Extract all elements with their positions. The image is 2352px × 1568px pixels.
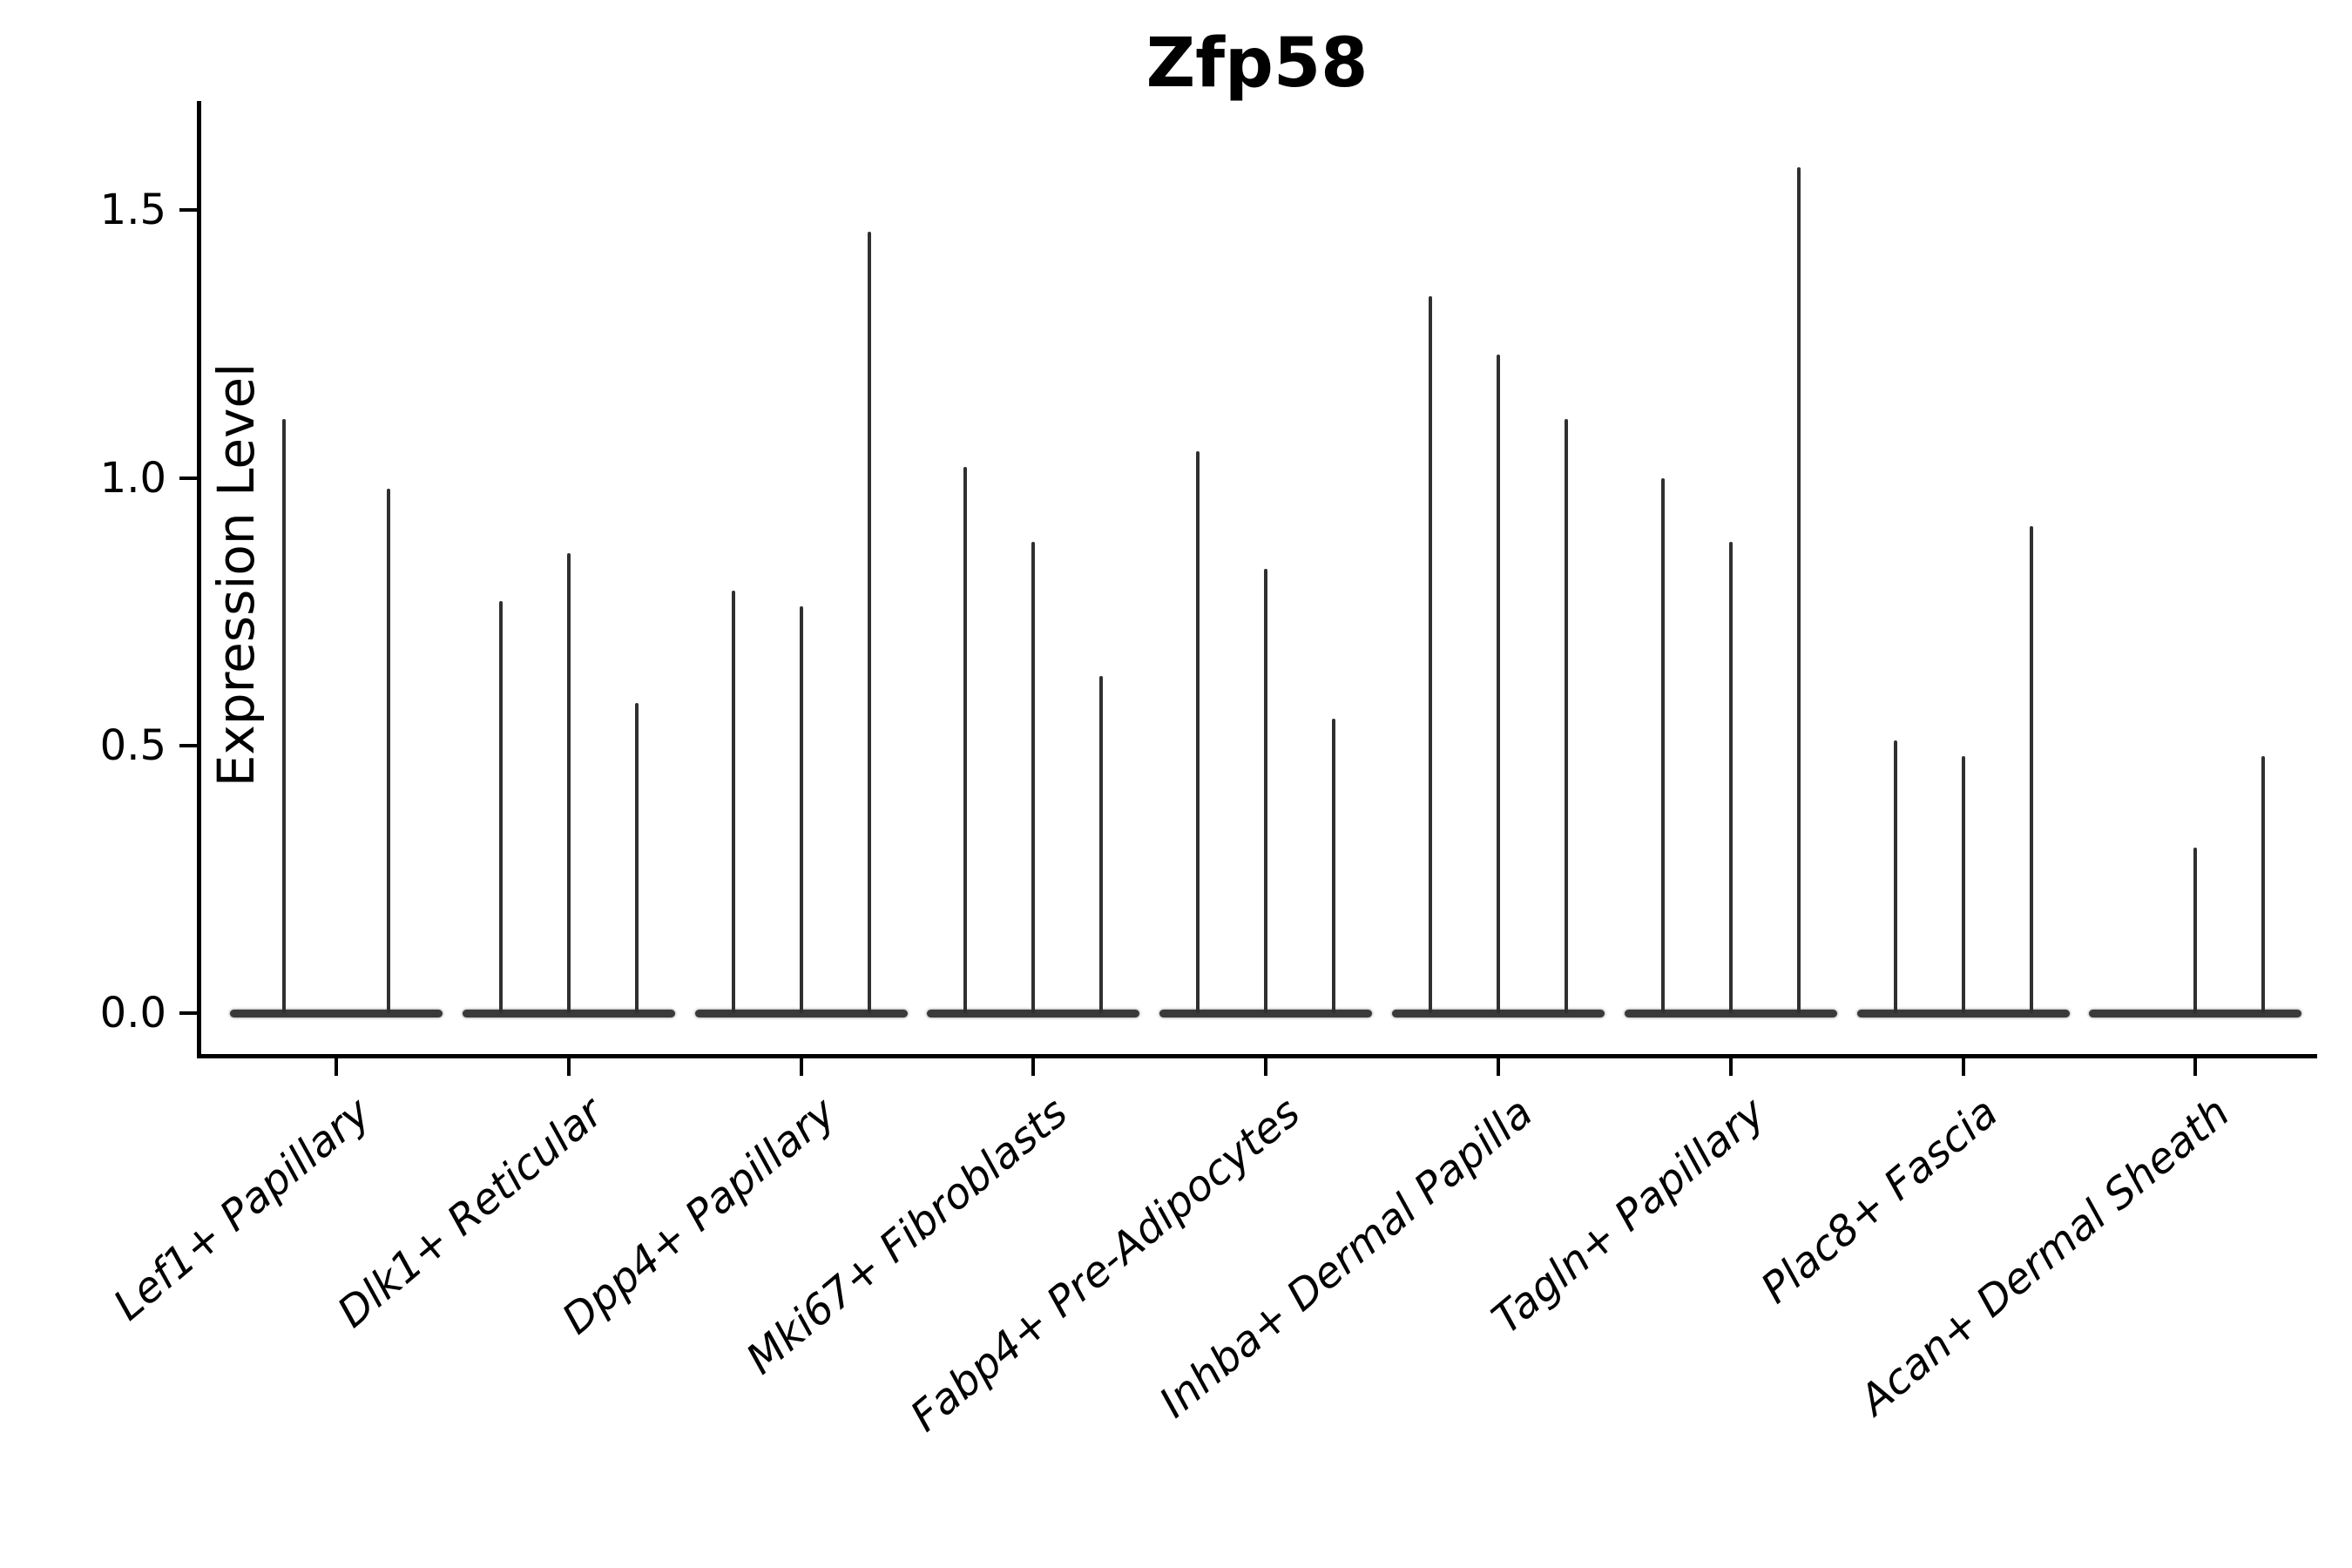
x-tick-mark [1728, 1058, 1733, 1076]
violin-spike [799, 605, 803, 1013]
violin-spike [1796, 167, 1801, 1013]
violin-spike [1332, 719, 1336, 1013]
y-tick-label: 1.0 [99, 453, 166, 503]
violin-spike [1031, 542, 1036, 1013]
y-tick-mark [179, 743, 197, 747]
violin-spike [2029, 525, 2033, 1013]
x-tick-mark [566, 1058, 571, 1076]
x-tick-mark [2193, 1058, 2198, 1076]
y-tick-mark [179, 476, 197, 480]
x-tick-mark [799, 1058, 803, 1076]
violin-spike [731, 590, 735, 1013]
violin-body [694, 1009, 908, 1017]
violin-spike [1961, 756, 1965, 1013]
violin-spike [1099, 675, 1104, 1013]
plot-title: Zfp58 [1146, 24, 1369, 103]
violin-body [1159, 1009, 1373, 1017]
violin-spike [634, 702, 639, 1013]
violin-body [462, 1009, 675, 1017]
y-tick-mark [179, 208, 197, 213]
violin-spike [1429, 295, 1432, 1013]
y-tick-label: 0.0 [99, 989, 166, 1037]
y-axis-spine [197, 101, 201, 1058]
violin-spike [282, 418, 286, 1013]
x-tick-mark [1031, 1058, 1036, 1076]
x-tick-mark [1497, 1058, 1500, 1076]
y-axis-label: Expression Level [206, 362, 267, 787]
violin-body [1624, 1009, 1837, 1017]
violin-spike [1497, 355, 1500, 1013]
violin-spike [1264, 568, 1268, 1013]
x-tick-mark [335, 1058, 338, 1076]
violin-body [927, 1009, 1140, 1017]
y-tick-label: 1.5 [99, 186, 166, 235]
violin-spike [498, 600, 503, 1013]
violin-body [1392, 1009, 1605, 1017]
violin-spike [1660, 477, 1665, 1013]
violin-spike [566, 552, 571, 1013]
violin-body [2089, 1009, 2302, 1017]
x-axis-spine [197, 1054, 2317, 1058]
y-tick-label: 0.5 [99, 720, 166, 770]
violin-spike [963, 467, 968, 1013]
violin-spike [1728, 542, 1733, 1013]
violin-spike [2193, 847, 2198, 1013]
violin-spike [1196, 450, 1200, 1013]
violin-body [230, 1009, 443, 1017]
x-tick-mark [1961, 1058, 1965, 1076]
y-tick-mark [179, 1011, 197, 1015]
x-tick-mark [1264, 1058, 1268, 1076]
violin-spike [1565, 418, 1568, 1013]
violin-spike [867, 231, 871, 1013]
violin-spike [387, 488, 390, 1013]
violin-body [1856, 1009, 2070, 1017]
violin-spike [2261, 756, 2266, 1013]
violin-spike [1893, 740, 1897, 1013]
